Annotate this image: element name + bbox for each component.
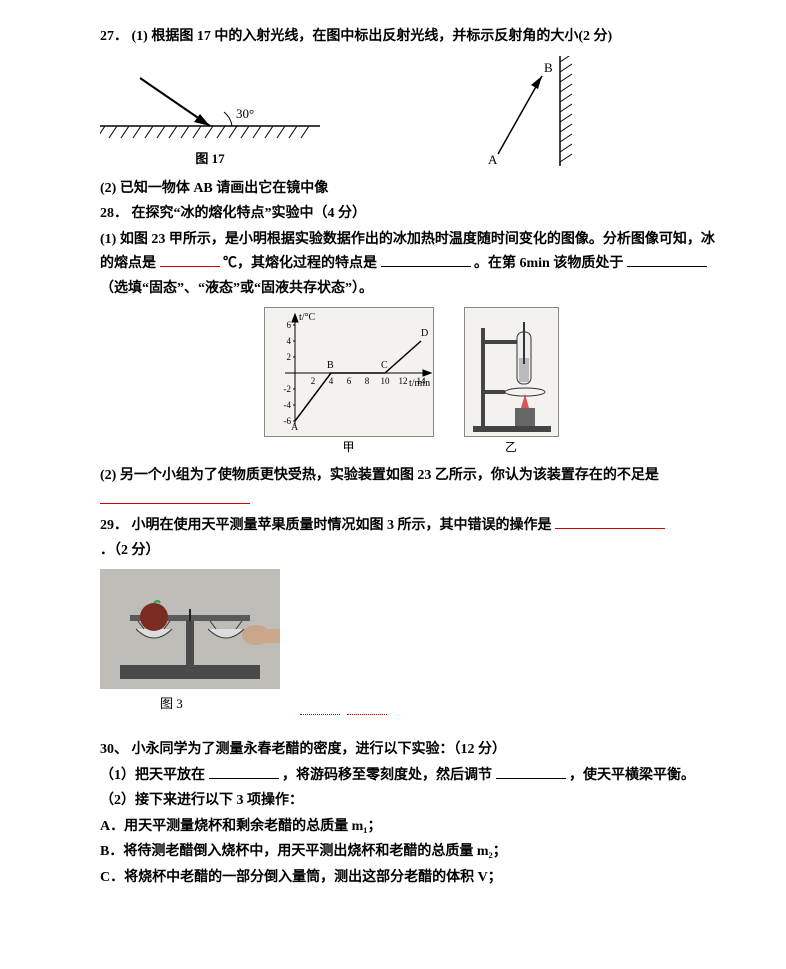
svg-text:A: A — [488, 152, 498, 167]
q30-C: C．将烧杯中老醋的一部分倒入量筒，测出这部分老醋的体积 V； — [100, 866, 722, 891]
svg-text:6: 6 — [286, 320, 291, 330]
q28-part2: (2) 另一个小组为了使物质更快受热，实验装置如图 23 乙所示，你认为该装置存… — [100, 464, 722, 513]
q30-title: 小永同学为了测量永春老醋的密度，进行以下实验：（12 分） — [132, 742, 507, 757]
svg-text:C: C — [381, 360, 388, 371]
svg-text:6: 6 — [346, 376, 351, 386]
decorative-wave — [300, 714, 340, 715]
q28-title: 在探究“冰的熔化特点”实验中（4 分） — [132, 206, 367, 221]
svg-text:14: 14 — [416, 376, 426, 386]
svg-text:4: 4 — [286, 336, 291, 346]
chart-caption: 甲 — [264, 437, 434, 458]
svg-text:4: 4 — [328, 376, 333, 386]
q29-number: 29． — [100, 518, 128, 533]
q30-B: B．将待测老醋倒入烧杯中，用天平测出烧杯和老醋的总质量 m₂； — [100, 840, 722, 865]
q30-p1: （1）把天平放在 ，将游码移至零刻度处，然后调节 ，使天平横梁平衡。 — [100, 764, 722, 789]
q29-text: 29． 小明在使用天平测量苹果质量时情况如图 3 所示，其中错误的操作是 ．（2… — [100, 514, 722, 563]
blank-place[interactable] — [209, 765, 279, 779]
svg-text:8: 8 — [364, 376, 369, 386]
svg-text:B: B — [544, 60, 553, 75]
svg-text:2: 2 — [310, 376, 315, 386]
q30-number: 30、 — [100, 742, 128, 757]
blank-melting-point[interactable] — [160, 253, 220, 267]
apparatus-caption: 乙 — [464, 437, 559, 458]
blank-feature[interactable] — [381, 253, 471, 267]
q28-title-line: 28． 在探究“冰的熔化特点”实验中（4 分） — [100, 202, 722, 227]
svg-text:t/°C: t/°C — [299, 312, 316, 323]
svg-text:2: 2 — [286, 352, 291, 362]
fig17-caption: 图 17 — [100, 148, 320, 171]
svg-text:D: D — [421, 328, 428, 339]
reflection-diagram: 30° — [100, 68, 320, 148]
q28-part1: (1) 如图 23 甲所示，是小明根据实验数据作出的冰加热时温度随时间变化的图像… — [100, 228, 722, 302]
q28-number: 28． — [100, 206, 128, 221]
balance-photo — [100, 569, 280, 689]
figure-17: 30° 图 17 — [100, 68, 320, 171]
angle-label: 30° — [236, 106, 254, 121]
svg-text:10: 10 — [380, 376, 390, 386]
svg-text:-4: -4 — [283, 400, 291, 410]
svg-text:12: 12 — [398, 376, 407, 386]
svg-text:B: B — [327, 360, 334, 371]
svg-text:A: A — [291, 422, 299, 433]
blank-adjust[interactable] — [496, 765, 566, 779]
blank-wrong-op[interactable] — [555, 515, 665, 529]
q30-A: A．用天平测量烧杯和剩余老醋的总质量 m₁； — [100, 815, 722, 840]
blank-deficiency[interactable] — [100, 490, 250, 504]
q30-title-line: 30、 小永同学为了测量永春老醋的密度，进行以下实验：（12 分） — [100, 738, 722, 763]
svg-text:-2: -2 — [283, 384, 291, 394]
q27-part1: (1) 根据图 17 中的入射光线，在图中标出反射光线，并标示反射角的大小(2 … — [132, 29, 613, 44]
q30-p2: （2）接下来进行以下 3 项操作： — [100, 789, 722, 814]
q27-number: 27． — [100, 29, 128, 44]
blank-state[interactable] — [627, 253, 707, 267]
q27-figures: 30° 图 17 B A — [100, 56, 722, 171]
apparatus-figure: 乙 — [464, 307, 559, 458]
q29-figure: 图 3 — [100, 569, 722, 724]
q27-part2: (2) 已知一物体 AB 请画出它在镜中像 — [100, 177, 722, 202]
q28-figures: t/°C t/min 6 4 2 -2 -4 -6 246 81012 14 A… — [100, 307, 722, 458]
q27-text: 27． (1) 根据图 17 中的入射光线，在图中标出反射光线，并标示反射角的大… — [100, 25, 722, 50]
mirror-figure: B A — [480, 56, 590, 171]
melting-chart: t/°C t/min 6 4 2 -2 -4 -6 246 81012 14 A… — [264, 307, 434, 458]
